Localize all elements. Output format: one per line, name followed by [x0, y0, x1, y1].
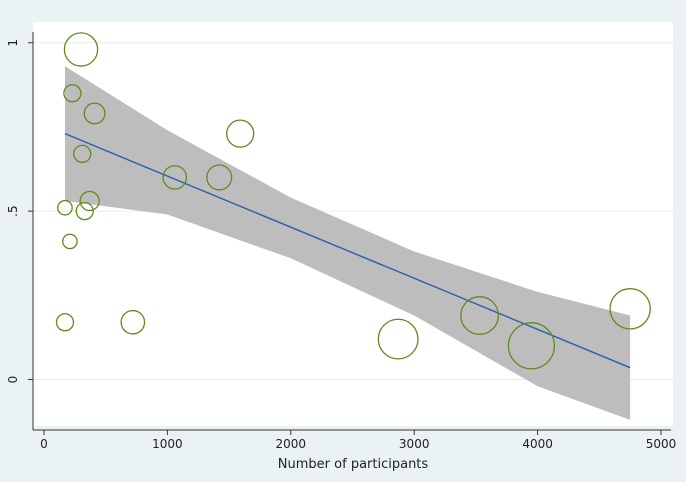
data-point-5	[73, 144, 92, 164]
data-point-7	[79, 190, 100, 212]
data-point-8	[83, 102, 106, 125]
fitted-line	[64, 133, 631, 369]
data-point-1	[55, 313, 75, 332]
marker-layer	[55, 32, 651, 370]
x-tick-label-3: 3000	[399, 437, 430, 451]
data-point-15	[507, 322, 556, 370]
data-point-12	[226, 119, 255, 148]
data-point-6	[75, 201, 94, 221]
x-tick-label-5: 5000	[646, 437, 677, 451]
y-tick-label-2: 1	[6, 39, 20, 47]
x-tick-label-4: 4000	[522, 437, 553, 451]
x-axis-title: Number of participants	[278, 457, 429, 472]
fit-line-layer	[64, 133, 631, 369]
x-tick-label-0: 0	[40, 437, 48, 451]
y-tick-label-1: .5	[6, 205, 20, 216]
axis-layer: 0 1000 2000 3000 4000 5000 0 .5 1	[6, 32, 676, 451]
data-point-11	[206, 164, 233, 191]
data-point-3	[63, 84, 82, 103]
data-point-13	[377, 318, 419, 360]
data-point-9	[120, 309, 146, 335]
data-point-4	[63, 32, 99, 67]
data-point-10	[162, 165, 188, 190]
x-tick-label-1: 1000	[152, 437, 183, 451]
data-point-0	[57, 199, 73, 216]
data-point-2	[62, 233, 78, 250]
y-tick-label-0: 0	[6, 376, 20, 384]
x-tick-label-2: 2000	[276, 437, 307, 451]
data-point-16	[609, 288, 651, 330]
data-point-14	[460, 296, 500, 335]
